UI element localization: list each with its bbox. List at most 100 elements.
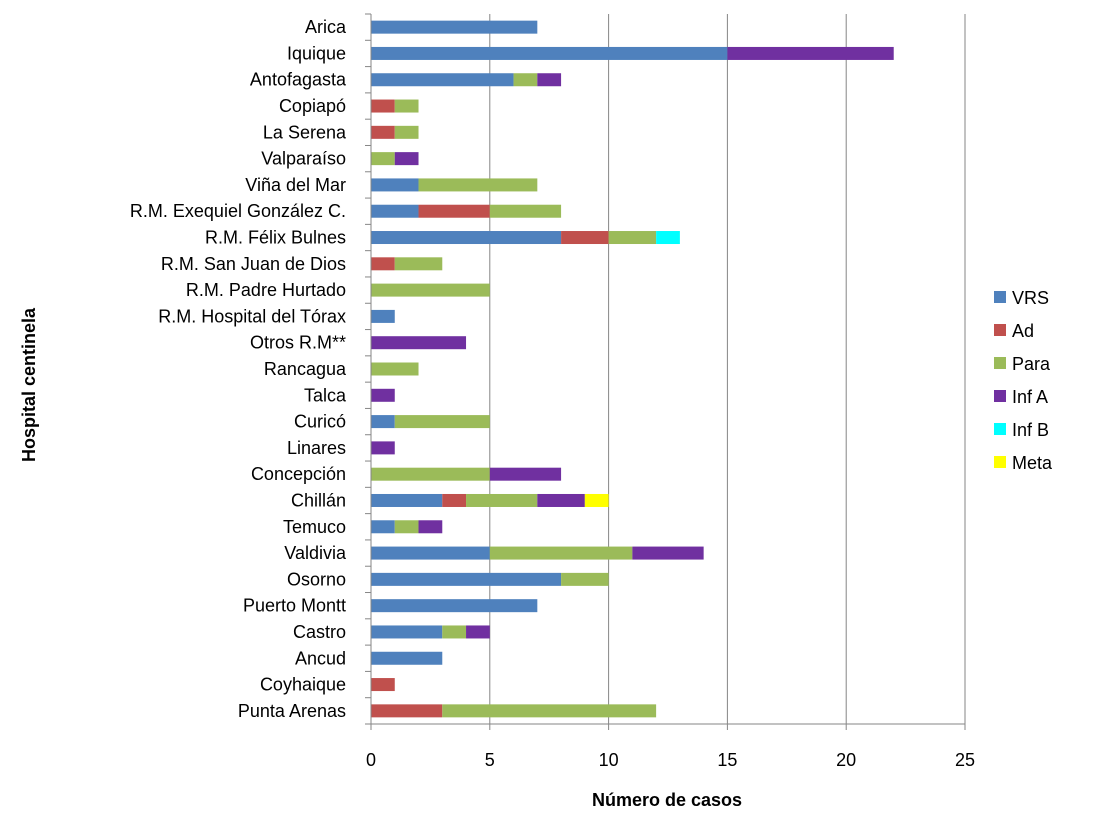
bar-vrs-arica bbox=[371, 20, 538, 34]
bar-vrs-valdivia bbox=[371, 546, 490, 560]
gridlines bbox=[489, 14, 966, 724]
bar-vrs-temuco bbox=[371, 520, 395, 534]
legend: VRS Ad Para Inf A Inf B Meta bbox=[994, 288, 1053, 473]
bars bbox=[371, 20, 894, 718]
bar-vrs-r-m-hospital-del-torax bbox=[371, 309, 395, 323]
bar-vrs-curico bbox=[371, 415, 395, 429]
y-axis-title: Hospital centinela bbox=[19, 307, 39, 462]
bar-inf-a-iquique bbox=[727, 46, 894, 60]
bar-inf-a-valparaiso bbox=[394, 152, 419, 166]
bar-inf-a-valdivia bbox=[632, 546, 704, 560]
bar-ad-punta-arenas bbox=[371, 704, 443, 718]
category-label-ancud: Ancud bbox=[295, 648, 346, 668]
legend-swatch-inf-b bbox=[994, 423, 1006, 435]
bar-para-curico bbox=[394, 415, 490, 429]
category-label-otros-r-m: Otros R.M** bbox=[250, 333, 346, 353]
legend-swatch-ad bbox=[994, 324, 1006, 336]
bar-vrs-r-m-felix-bulnes bbox=[371, 231, 562, 245]
bar-inf-a-linares bbox=[371, 441, 395, 455]
category-label-r-m-hospital-del-torax: R.M. Hospital del Tórax bbox=[158, 306, 346, 326]
category-label-r-m-padre-hurtado: R.M. Padre Hurtado bbox=[186, 280, 346, 300]
bar-ad-chillan bbox=[442, 493, 467, 507]
legend-swatch-vrs bbox=[994, 291, 1006, 303]
bar-inf-a-antofagasta bbox=[537, 73, 562, 87]
legend-label-vrs: VRS bbox=[1012, 288, 1049, 308]
category-label-punta-arenas: Punta Arenas bbox=[238, 701, 346, 721]
bar-vrs-vina-del-mar bbox=[371, 178, 419, 192]
bar-para-copiapo bbox=[394, 99, 419, 113]
category-label-linares: Linares bbox=[287, 438, 346, 458]
bar-inf-a-concepcion bbox=[489, 467, 562, 481]
bar-para-antofagasta bbox=[513, 73, 538, 87]
bar-vrs-osorno bbox=[371, 572, 562, 586]
category-label-talca: Talca bbox=[304, 385, 347, 405]
x-tick-label: 10 bbox=[599, 750, 619, 770]
bar-para-rancagua bbox=[371, 362, 419, 376]
bar-para-r-m-exequiel-gonzalez-c bbox=[489, 204, 562, 218]
bar-ad-r-m-san-juan-de-dios bbox=[371, 257, 395, 271]
bar-vrs-ancud bbox=[371, 651, 443, 665]
legend-label-meta: Meta bbox=[1012, 453, 1053, 473]
legend-label-inf-a: Inf A bbox=[1012, 387, 1048, 407]
bar-inf-a-temuco bbox=[418, 520, 443, 534]
legend-swatch-meta bbox=[994, 456, 1006, 468]
bar-vrs-antofagasta bbox=[371, 73, 514, 87]
bar-para-valparaiso bbox=[371, 152, 395, 166]
legend-label-para: Para bbox=[1012, 354, 1051, 374]
legend-label-inf-b: Inf B bbox=[1012, 420, 1049, 440]
bar-ad-coyhaique bbox=[371, 678, 395, 692]
category-label-chillan: Chillán bbox=[291, 490, 346, 510]
x-tick-label: 20 bbox=[836, 750, 856, 770]
bar-para-la-serena bbox=[394, 125, 419, 139]
category-label-temuco: Temuco bbox=[283, 517, 346, 537]
legend-swatch-inf-a bbox=[994, 390, 1006, 402]
bar-ad-la-serena bbox=[371, 125, 395, 139]
category-label-osorno: Osorno bbox=[287, 569, 346, 589]
category-label-vina-del-mar: Viña del Mar bbox=[245, 175, 346, 195]
bar-meta-chillan bbox=[584, 493, 609, 507]
x-axis-title: Número de casos bbox=[592, 790, 742, 810]
category-label-concepcion: Concepción bbox=[251, 464, 346, 484]
bar-para-vina-del-mar bbox=[418, 178, 538, 192]
x-tick-labels: 0 5 10 15 20 25 bbox=[366, 750, 975, 770]
bar-ad-copiapo bbox=[371, 99, 395, 113]
category-label-valdivia: Valdivia bbox=[284, 543, 347, 563]
category-label-r-m-exequiel-gonzalez-c: R.M. Exequiel González C. bbox=[130, 201, 346, 221]
category-label-castro: Castro bbox=[293, 622, 346, 642]
x-tick-label: 0 bbox=[366, 750, 376, 770]
category-label-valparaiso: Valparaíso bbox=[261, 149, 346, 169]
category-label-rancagua: Rancagua bbox=[264, 359, 347, 379]
x-tick-label: 15 bbox=[717, 750, 737, 770]
bar-inf-b-r-m-felix-bulnes bbox=[656, 231, 680, 245]
bar-para-chillan bbox=[466, 493, 538, 507]
category-label-la-serena: La Serena bbox=[263, 122, 347, 142]
axes bbox=[365, 13, 966, 730]
bar-inf-a-otros-r-m bbox=[371, 336, 467, 350]
bar-vrs-iquique bbox=[371, 46, 728, 60]
x-tick-label: 25 bbox=[955, 750, 975, 770]
category-label-arica: Arica bbox=[305, 17, 347, 37]
bar-para-r-m-san-juan-de-dios bbox=[394, 257, 443, 271]
category-label-r-m-san-juan-de-dios: R.M. San Juan de Dios bbox=[161, 254, 346, 274]
bar-inf-a-chillan bbox=[537, 493, 585, 507]
bar-para-r-m-padre-hurtado bbox=[371, 283, 490, 297]
bar-para-castro bbox=[442, 625, 467, 639]
bar-vrs-puerto-montt bbox=[371, 599, 538, 613]
category-label-coyhaique: Coyhaique bbox=[260, 675, 346, 695]
bar-vrs-castro bbox=[371, 625, 443, 639]
bar-ad-r-m-felix-bulnes bbox=[561, 231, 609, 245]
category-label-puerto-montt: Puerto Montt bbox=[243, 596, 346, 616]
bar-vrs-r-m-exequiel-gonzalez-c bbox=[371, 204, 419, 218]
category-label-antofagasta: Antofagasta bbox=[250, 70, 347, 90]
legend-label-ad: Ad bbox=[1012, 321, 1034, 341]
category-label-curico: Curicó bbox=[294, 412, 346, 432]
bar-inf-a-castro bbox=[466, 625, 490, 639]
category-label-copiapo: Copiapó bbox=[279, 96, 346, 116]
bar-ad-r-m-exequiel-gonzalez-c bbox=[418, 204, 490, 218]
bar-para-r-m-felix-bulnes bbox=[608, 231, 657, 245]
bar-para-valdivia bbox=[489, 546, 633, 560]
bar-para-punta-arenas bbox=[442, 704, 657, 718]
bar-inf-a-talca bbox=[371, 388, 395, 402]
category-labels: Arica Iquique Antofagasta Copiapó La Serena V… bbox=[130, 17, 347, 721]
